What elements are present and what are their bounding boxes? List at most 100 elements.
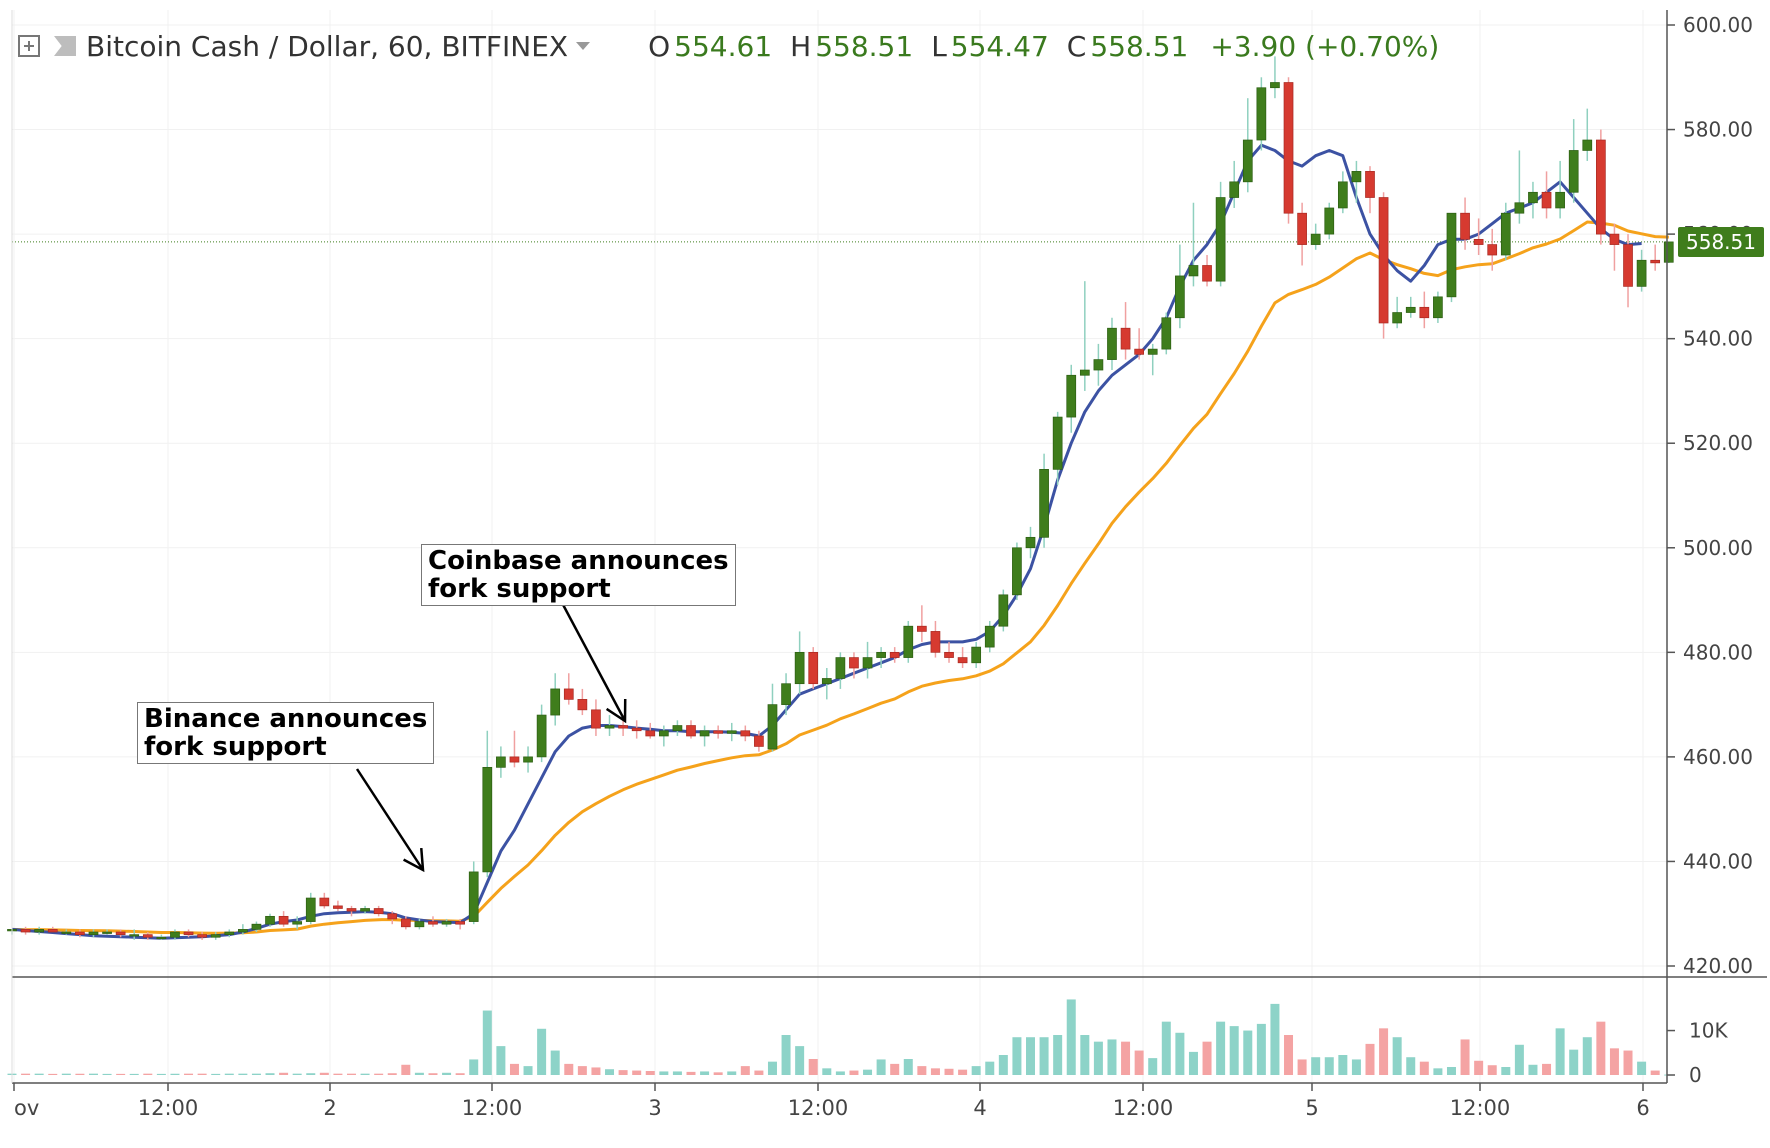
candle-body bbox=[794, 651, 805, 685]
volume-bar bbox=[713, 1072, 723, 1075]
y-tick-label: 440.00 bbox=[1683, 849, 1753, 873]
candle-body bbox=[618, 725, 628, 729]
candle-body bbox=[944, 651, 954, 658]
flag-icon[interactable] bbox=[54, 36, 76, 56]
volume-bar bbox=[645, 1071, 655, 1075]
volume-bar bbox=[1596, 1021, 1606, 1075]
candle-body bbox=[333, 905, 343, 909]
volume-bar bbox=[672, 1071, 682, 1075]
high-value: 558.51 bbox=[815, 29, 914, 63]
volume-bar bbox=[360, 1073, 370, 1075]
candle-body bbox=[1120, 327, 1131, 350]
volume-bar bbox=[143, 1073, 153, 1075]
candle-body bbox=[645, 730, 656, 737]
high-label: H bbox=[790, 29, 812, 63]
volume-bar bbox=[211, 1073, 221, 1075]
candles bbox=[7, 56, 1674, 940]
volume-bar bbox=[686, 1071, 696, 1075]
candle-body bbox=[1039, 469, 1049, 538]
candle-body bbox=[1229, 181, 1240, 198]
volume-bar bbox=[971, 1066, 981, 1075]
axes: 600.00580.00560.00540.00520.00500.00480.… bbox=[11, 10, 1767, 1120]
candle-body bbox=[1528, 191, 1538, 204]
expand-icon[interactable] bbox=[18, 35, 40, 57]
x-tick-label: 12:00 bbox=[138, 1096, 199, 1120]
volume-bar bbox=[265, 1073, 275, 1075]
volume-bar bbox=[333, 1073, 343, 1075]
volume-bar bbox=[1066, 999, 1076, 1075]
y-tick-label: 540.00 bbox=[1683, 327, 1753, 351]
symbol-title[interactable]: Bitcoin Cash / Dollar, 60, BITFINEX bbox=[86, 29, 569, 63]
x-tick-label: 4 bbox=[973, 1096, 986, 1120]
volume-bar bbox=[387, 1073, 397, 1075]
gridlines bbox=[12, 10, 1667, 1083]
candle-body bbox=[1582, 139, 1593, 151]
candle-body bbox=[1256, 87, 1267, 141]
volume-bar bbox=[1528, 1064, 1538, 1075]
candle-body bbox=[821, 678, 832, 685]
x-tick-label: 3 bbox=[648, 1096, 661, 1120]
open-value: 554.61 bbox=[674, 29, 773, 63]
candle-body bbox=[20, 929, 31, 933]
y-tick-label: 420.00 bbox=[1683, 954, 1753, 978]
volume-bar bbox=[1392, 1037, 1402, 1075]
volume-bar bbox=[116, 1073, 126, 1075]
volume-bar bbox=[998, 1055, 1008, 1075]
volume-bar bbox=[985, 1061, 995, 1075]
candle-body bbox=[563, 688, 574, 700]
volume-bar bbox=[1080, 1035, 1090, 1075]
candle-body bbox=[903, 625, 914, 658]
candle-body bbox=[482, 766, 493, 873]
x-tick-label: 12:00 bbox=[1450, 1096, 1511, 1120]
candle-body bbox=[1066, 374, 1077, 418]
x-tick-label: 12:00 bbox=[462, 1096, 523, 1120]
volume-bar bbox=[469, 1059, 479, 1075]
volume-bar bbox=[890, 1063, 900, 1075]
volume-bar bbox=[700, 1071, 710, 1075]
candle-body bbox=[1500, 212, 1511, 256]
volume-bar bbox=[767, 1061, 777, 1075]
ma-slow-line bbox=[11, 220, 1669, 935]
candle-body bbox=[238, 929, 248, 933]
candle-body bbox=[754, 735, 764, 747]
volume-bar bbox=[1637, 1061, 1647, 1075]
candle-body bbox=[129, 934, 140, 937]
candle-body bbox=[1446, 212, 1457, 298]
volume-bar bbox=[1379, 1028, 1389, 1075]
candle-body bbox=[767, 704, 778, 750]
volume-bar bbox=[374, 1073, 384, 1075]
candle-body bbox=[536, 714, 547, 758]
candle-body bbox=[428, 921, 438, 925]
candle-body bbox=[1473, 238, 1484, 245]
volume-bar bbox=[849, 1070, 859, 1075]
candle-body bbox=[1134, 348, 1144, 355]
candle-body bbox=[1242, 139, 1253, 183]
volume-bar bbox=[618, 1070, 628, 1075]
candle-body bbox=[577, 699, 588, 711]
candle-body bbox=[387, 913, 398, 920]
candle-body bbox=[210, 934, 221, 938]
volume-bar bbox=[197, 1073, 207, 1075]
x-tick-label: 12:00 bbox=[788, 1096, 849, 1120]
candle-body bbox=[292, 921, 303, 925]
candle-body bbox=[1147, 348, 1158, 355]
volume-bar bbox=[1650, 1070, 1660, 1075]
volume-tick-label: 0 bbox=[1689, 1063, 1702, 1087]
candle-body bbox=[1460, 212, 1470, 240]
candle-body bbox=[1419, 306, 1430, 319]
chevron-down-icon[interactable] bbox=[576, 42, 591, 50]
volume-bar bbox=[1026, 1037, 1035, 1075]
candle-body bbox=[1337, 181, 1348, 209]
volume-bar bbox=[1487, 1065, 1497, 1075]
volume-bar bbox=[781, 1035, 791, 1075]
volume-bar bbox=[822, 1068, 832, 1075]
volume-bar bbox=[903, 1059, 913, 1075]
volume-bar bbox=[523, 1066, 533, 1075]
volume-bar bbox=[659, 1071, 669, 1075]
volume-bar bbox=[944, 1068, 954, 1075]
volume-bar bbox=[401, 1064, 411, 1075]
volume-bar bbox=[1338, 1055, 1348, 1075]
volume-bar bbox=[1433, 1068, 1443, 1075]
